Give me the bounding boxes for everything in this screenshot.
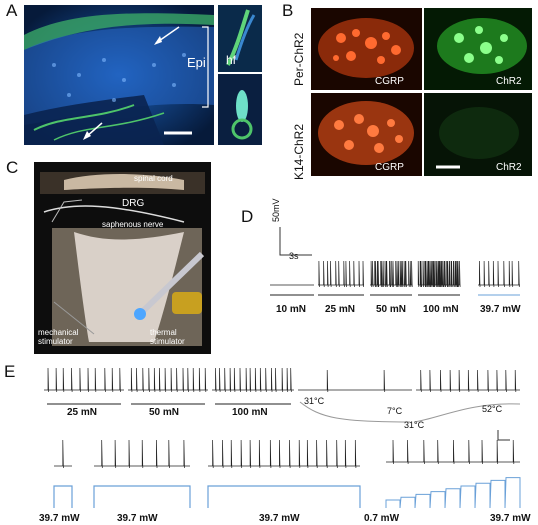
scale-bar [279,227,312,256]
panel-e-traces [44,367,521,509]
saphenous-label: saphenous nerve [102,220,164,229]
mech-stim-label: mechanical stimulator [38,328,79,346]
d-label-50mn: 50 mN [376,304,407,315]
panel-d-label: D [241,207,254,226]
panel-c-label: C [6,158,19,177]
hf-label: hf [226,53,237,67]
e-label-25mn: 25 mN [67,407,98,418]
thermal-stim-label: thermal stimulator [150,328,185,346]
light-ramp-pulses [385,477,521,509]
e-bottom-label-2: 39.7 mW [117,513,158,524]
e-bottom-label-3: 39.7 mW [259,513,300,524]
temp-31c: 31°C [304,396,325,406]
hair-follicle-image-1: hf [218,5,262,72]
skin-section-svg [24,5,214,145]
spike-train [54,439,72,469]
temp-31c-2: 31°C [404,420,425,430]
temp-ramp-hot [413,403,521,423]
spike-train [212,367,294,393]
spike-train [298,369,412,393]
hair-follicle-image-2 [218,74,262,145]
tile-label: ChR2 [496,76,522,87]
panel-d-traces [270,227,520,296]
e-label-50mn: 50 mN [149,407,180,418]
d-label-39mw: 39.7 mW [480,304,521,315]
spike-train [370,260,413,288]
d-label-100mn: 100 mN [423,304,459,315]
per-cgrp-tile: CGRP [311,8,422,90]
e-bottom-label-5: 39.7 mW [490,513,531,524]
skin-section-image: Epi [24,5,214,145]
spinal-cord-label: spinal cord [134,174,173,183]
spike-train [128,367,208,393]
light-pulse [207,485,361,508]
panel-a-label: A [6,1,18,20]
ex-vivo-prep-photo: spinal cord DRG saphenous nerve mechanic… [34,162,211,354]
tile-label: ChR2 [496,162,522,173]
panel-e-label: E [4,362,16,381]
spike-train [386,439,520,465]
per-chr2-tile: ChR2 [424,8,532,90]
d-label-10mn: 10 mN [276,304,307,315]
k14-chr2-row-label: K14-ChR2 [292,123,306,180]
light-pulse [53,485,73,508]
k14-cgrp-tile: CGRP [311,93,422,176]
tile-label: CGRP [375,162,404,173]
temp-52c: 52°C [482,404,503,414]
spike-train [478,260,520,288]
tile-label: CGRP [375,76,404,87]
drg-label: DRG [122,198,145,209]
spike-train [417,260,461,288]
d-label-25mn: 25 mN [325,304,356,315]
k14-chr2-tile: ChR2 [424,93,532,176]
per-chr2-row-label: Per-ChR2 [292,32,306,86]
spike-train [44,367,124,393]
spike-train [94,439,190,469]
e-bottom-label-4: 0.7 mW [364,513,400,524]
light-pulse [93,485,191,508]
scale-bar [497,430,510,441]
e-bottom-label-1: 39.7 mW [39,513,80,524]
temp-ramp-cold [299,401,411,423]
e-label-100mn: 100 mN [232,407,268,418]
spike-train [318,260,364,288]
temp-7c: 7°C [387,406,403,416]
spike-train [208,439,360,469]
epi-label: Epi [187,55,206,70]
scale-voltage-label: 50mV [271,198,281,222]
spike-train [416,369,520,393]
panel-b-label: B [282,1,294,20]
scale-time-label: 3s [289,251,299,261]
